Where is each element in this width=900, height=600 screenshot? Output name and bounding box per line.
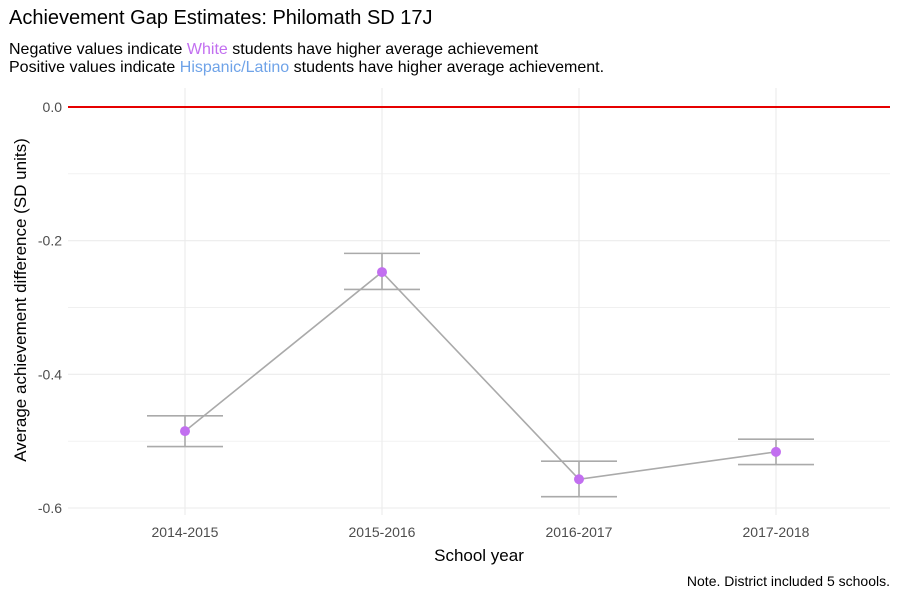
point-layer — [180, 267, 781, 485]
subtitle-hispanic-highlight: Hispanic/Latino — [179, 59, 290, 76]
data-point — [180, 426, 190, 437]
subtitle-white-highlight: White — [186, 41, 228, 58]
minor-gridlines — [68, 173, 890, 442]
y-tick-labels: 0.0 -0.2 -0.4 -0.6 — [38, 99, 62, 516]
chart-title: Achievement Gap Estimates: Philomath SD … — [9, 7, 433, 29]
x-tick-label: 2014-2015 — [152, 524, 219, 540]
y-tick-label: -0.2 — [38, 233, 62, 249]
y-axis-label: Average achievement difference (SD units… — [11, 138, 30, 462]
data-point — [377, 267, 387, 278]
chart-subtitle-line-2: Positive values indicate Hispanic/Latino… — [9, 59, 604, 77]
series-layer — [184, 270, 777, 481]
x-tick-labels: 2014-2015 2015-2016 2016-2017 2017-2018 — [152, 524, 810, 540]
chart-caption: Note. District included 5 schools. — [686, 573, 890, 589]
x-tick-label: 2016-2017 — [546, 524, 613, 540]
subtitle-1-text-after: students have higher average achievement — [227, 41, 539, 58]
subtitle-1-text-before: Negative values indicate — [9, 41, 187, 58]
subtitle-2-text-after: students have higher average achievement… — [289, 59, 605, 76]
x-tick-label: 2015-2016 — [349, 524, 416, 540]
series-line — [184, 270, 777, 481]
data-point — [771, 446, 781, 457]
major-gridlines — [68, 88, 890, 515]
y-tick-label: 0.0 — [43, 99, 63, 115]
y-tick-label: -0.4 — [38, 366, 62, 382]
data-point — [574, 474, 584, 485]
y-tick-label: -0.6 — [38, 500, 62, 516]
x-tick-label: 2017-2018 — [743, 524, 810, 540]
subtitle-2-text-before: Positive values indicate — [9, 59, 180, 76]
x-axis-label: School year — [434, 546, 524, 565]
chart-subtitle-line-1: Negative values indicate White students … — [9, 41, 538, 59]
